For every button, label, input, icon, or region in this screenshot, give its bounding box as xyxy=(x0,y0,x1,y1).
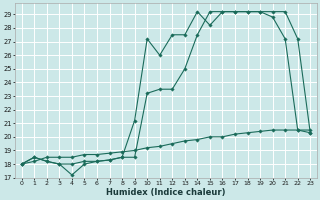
X-axis label: Humidex (Indice chaleur): Humidex (Indice chaleur) xyxy=(106,188,226,197)
